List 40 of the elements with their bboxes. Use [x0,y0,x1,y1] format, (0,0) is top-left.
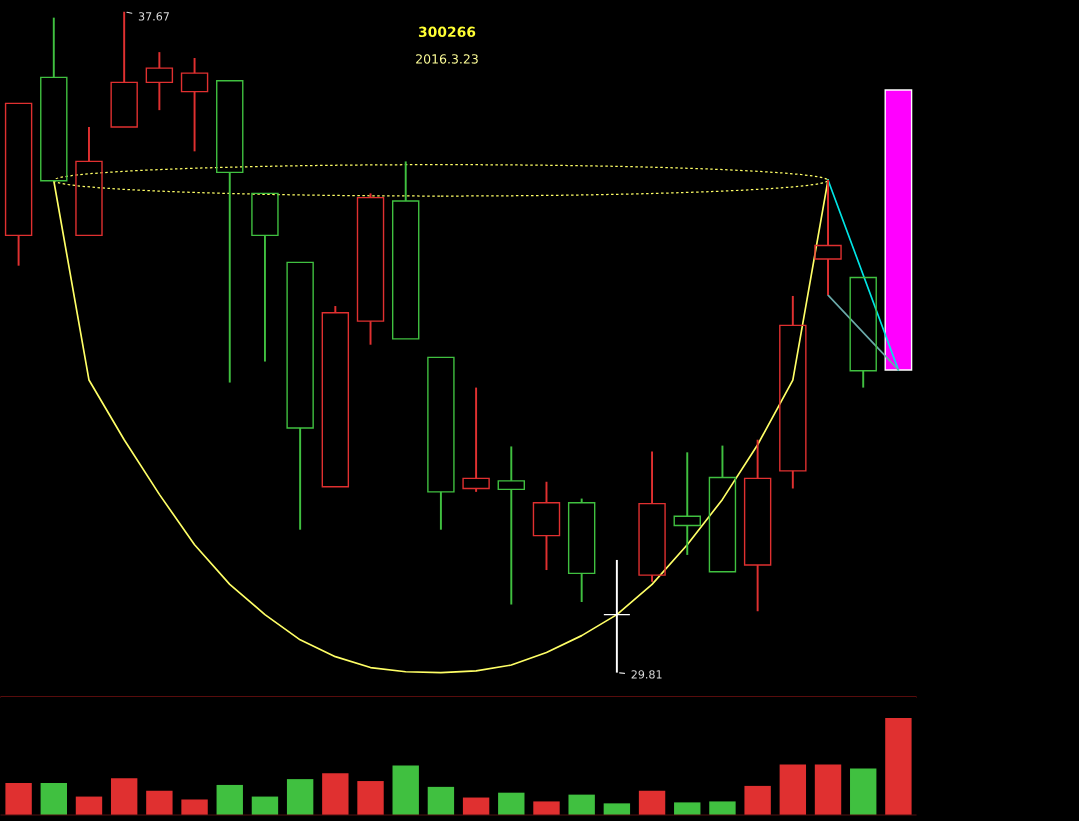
bar [779,764,807,815]
candlestick [673,451,701,556]
bar [709,801,736,815]
bar [181,799,208,815]
bar [498,792,525,815]
bar [40,782,67,815]
bar [533,801,560,815]
text: 300266 [418,26,476,38]
bar [216,784,243,815]
bar [110,778,138,815]
bar [322,773,349,815]
bar [885,718,912,815]
candlestick [180,57,209,153]
candlestick [532,480,561,572]
annotation: 37.67 [138,12,169,21]
bar [427,786,455,815]
candlestick [814,178,842,297]
candlestick [743,438,772,613]
bar [392,765,419,815]
candlestick [603,558,631,674]
bar [146,790,173,815]
bar [568,794,595,815]
candlestick [145,51,174,112]
text: 2016.3.23 [416,54,478,64]
bar [357,781,384,815]
bar [814,764,842,815]
bar [638,790,666,815]
bar [75,796,103,815]
bar [462,797,490,815]
bar [251,796,279,815]
bar [286,779,314,815]
bar [850,768,877,815]
bar [744,785,771,815]
bar [674,802,701,815]
bar [603,803,631,815]
annotation: 29.81 [631,670,662,679]
candlestick [497,445,526,606]
bar [5,782,32,815]
candlestick [638,450,666,583]
candlestick [779,294,807,490]
